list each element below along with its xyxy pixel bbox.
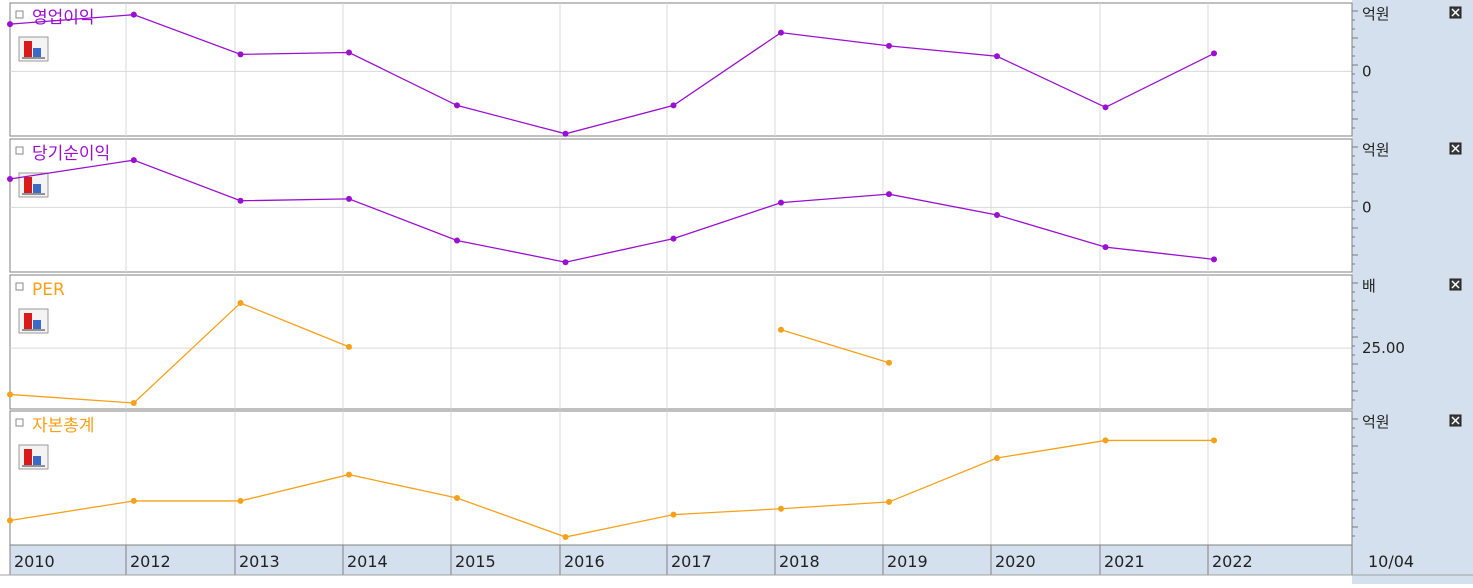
y-axis-column (1352, 0, 1473, 584)
close-icon (1451, 8, 1460, 17)
series-title: 영업이익 (32, 8, 95, 28)
data-point (1211, 437, 1217, 444)
data-point (670, 511, 677, 518)
data-point (237, 299, 244, 306)
x-axis-label: 2014 (347, 552, 388, 571)
series-title: 당기순이익 (32, 144, 110, 164)
data-point (886, 498, 892, 505)
x-axis-label: 2016 (564, 552, 605, 571)
data-point (562, 259, 569, 266)
x-axis-label: 2010 (14, 552, 55, 571)
data-point (1211, 50, 1217, 57)
unit-label: 억원 (1362, 413, 1390, 431)
data-point (1102, 104, 1109, 111)
data-point (7, 21, 13, 28)
x-axis-label: 2013 (239, 552, 280, 571)
data-point (1102, 437, 1109, 444)
unit-label: 억원 (1362, 5, 1390, 23)
y-tick-label: 25.00 (1362, 339, 1405, 357)
data-point (778, 505, 784, 512)
data-point (994, 53, 1000, 60)
panel-4-frame (9, 410, 1353, 546)
data-point (886, 191, 892, 198)
unit-label: 억원 (1362, 141, 1390, 159)
data-point (778, 29, 784, 36)
data-point (562, 130, 569, 137)
series-marker-icon (15, 282, 24, 291)
series-marker-icon (15, 10, 24, 19)
data-point (778, 199, 784, 206)
x-axis-label: 2019 (887, 552, 928, 571)
current-date-label: 10/04 (1368, 552, 1414, 571)
x-axis-label: 2021 (1104, 552, 1145, 571)
data-point (1211, 256, 1217, 263)
data-point (886, 42, 892, 49)
bar-chart-icon (24, 177, 32, 193)
x-axis-label: 2020 (995, 552, 1036, 571)
y-tick-label: 0 (1362, 62, 1372, 80)
data-point (670, 102, 677, 109)
data-point (346, 49, 352, 56)
data-point (562, 534, 569, 541)
series-title: PER (32, 280, 65, 300)
series-line (9, 439, 1214, 538)
bar-chart-icon-secondary (33, 184, 41, 193)
data-point (130, 157, 137, 164)
unit-label: 배 (1362, 277, 1376, 295)
bar-chart-icon (24, 41, 32, 57)
data-point (130, 497, 137, 504)
x-axis-label: 2015 (455, 552, 496, 571)
panel-1-frame (9, 2, 1353, 137)
data-point (237, 197, 244, 204)
series-line (780, 329, 890, 364)
data-point (886, 359, 892, 366)
data-point (7, 176, 13, 183)
data-point (994, 454, 1000, 461)
bar-chart-icon (24, 449, 32, 465)
x-axis-label: 2012 (130, 552, 171, 571)
bar-chart-icon-secondary (33, 320, 41, 329)
close-icon (1451, 280, 1460, 289)
series-line (9, 14, 1215, 135)
data-point (454, 102, 460, 109)
data-point (454, 237, 460, 244)
series-title: 자본총계 (32, 416, 95, 436)
data-point (130, 11, 137, 18)
bar-chart-icon-secondary (33, 456, 41, 465)
series-line (9, 302, 350, 404)
y-tick-label: 0 (1362, 198, 1372, 216)
x-axis-label: 2017 (671, 552, 712, 571)
data-point (994, 211, 1000, 218)
data-point (1102, 244, 1109, 251)
data-point (346, 471, 352, 478)
series-marker-icon (15, 418, 24, 427)
series-marker-icon (15, 146, 24, 155)
data-point (237, 497, 244, 504)
data-point (346, 343, 352, 350)
data-point (346, 195, 352, 202)
x-axis-label: 2022 (1212, 552, 1253, 571)
data-point (7, 391, 13, 398)
close-icon (1451, 144, 1460, 153)
data-point (454, 495, 460, 502)
bar-chart-icon (24, 313, 32, 329)
close-icon (1451, 416, 1460, 425)
data-point (130, 400, 137, 406)
bar-chart-icon-secondary (33, 48, 41, 57)
data-point (7, 517, 13, 524)
series-line (9, 159, 1215, 263)
data-point (778, 326, 784, 333)
data-point (670, 235, 677, 242)
data-point (237, 51, 244, 58)
x-axis-label: 2018 (779, 552, 820, 571)
panel-3-frame (9, 274, 1353, 410)
